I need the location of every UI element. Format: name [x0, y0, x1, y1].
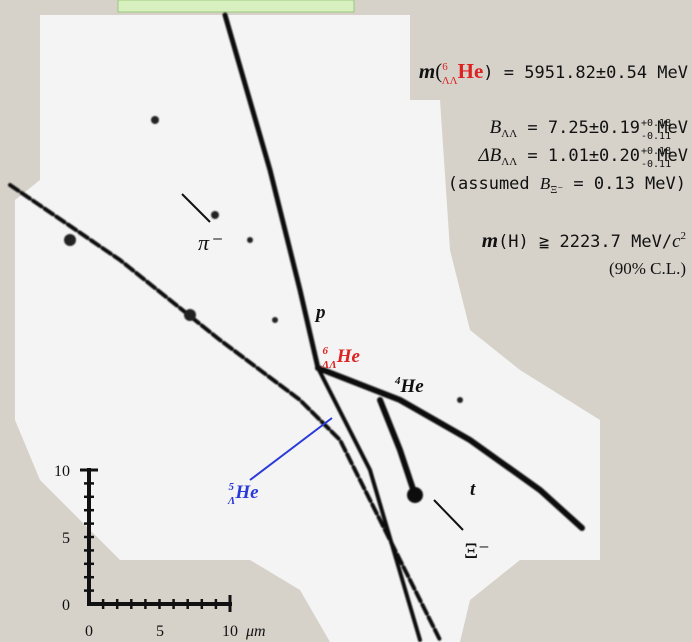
mass-result: m(6 ΛΛHe) = 5951.82±0.54 MeV	[419, 59, 688, 87]
pion-arrow	[181, 193, 211, 223]
helium4-triton-track	[315, 365, 585, 531]
triton-label: t	[470, 479, 476, 500]
xi-label: Ξ⁻	[464, 538, 490, 563]
text: (	[435, 59, 442, 83]
blob	[184, 309, 196, 321]
text: = 7.25±0.19	[517, 118, 640, 138]
text: (H) ≧ 2223.7 MeV/	[498, 232, 672, 252]
text: = 0.13 MeV)	[563, 174, 686, 194]
symbol: m	[482, 228, 498, 252]
sys-down: -0.11	[641, 159, 671, 170]
superscript: 4	[394, 375, 401, 387]
scale-label: 5	[156, 623, 164, 640]
pion-label: π⁻	[198, 230, 223, 255]
nucleus: He	[458, 59, 484, 83]
b-ll-result: BΛΛ = 7.25±0.19	[490, 117, 640, 140]
scale-unit: μm	[245, 623, 266, 640]
helium4-label: 4He	[394, 375, 424, 397]
proton-label: p	[314, 302, 326, 323]
symbol: B	[490, 117, 502, 138]
subscript: ΛΛ	[501, 156, 517, 168]
nucleus: He	[234, 482, 259, 503]
hyper5-arrow	[249, 417, 333, 481]
scale-ticks	[84, 482, 218, 609]
subscript: ΛΛ	[442, 75, 458, 87]
symbol: B	[540, 174, 551, 193]
blob	[457, 397, 463, 403]
superscript: 2	[681, 230, 687, 242]
superscript: 5	[229, 481, 235, 493]
track-continuation	[316, 366, 422, 642]
xi-arrow	[433, 499, 464, 531]
unit: MeV	[657, 118, 688, 138]
xi-blob	[407, 487, 423, 503]
sys-down: -0.11	[641, 131, 671, 142]
proton-track	[222, 12, 321, 371]
sys-up: +0.18	[641, 118, 671, 129]
scale-label: 5	[62, 530, 70, 547]
double-hyper-label: 6 ΛΛHe	[321, 345, 360, 371]
assumed-note: (assumed BΞ⁻ = 0.13 MeV)	[448, 174, 686, 196]
symbol: c	[672, 231, 681, 252]
unit: MeV	[657, 146, 688, 166]
pion-track	[8, 183, 442, 642]
h-mass-limit: m(H) ≧ 2223.7 MeV/c2	[482, 228, 686, 252]
delta-b-ll-result: ΔBΛΛ = 1.01±0.20	[477, 145, 640, 168]
scale-label: 10	[54, 463, 70, 480]
blob	[64, 234, 76, 246]
blob	[272, 317, 278, 323]
blob	[247, 237, 253, 243]
text: ) = 5951.82±0.54 MeV	[483, 63, 688, 83]
symbol: m	[419, 59, 435, 83]
subscript: ΛΛ	[321, 359, 337, 371]
superscript: 6	[323, 345, 329, 357]
tracks	[8, 12, 585, 642]
scale-label: 10	[222, 623, 238, 640]
xi-track	[377, 397, 418, 498]
symbol: ΔB	[477, 145, 501, 166]
subscript: Ξ⁻	[550, 184, 563, 196]
superscript: 6	[442, 61, 448, 73]
blob	[151, 116, 159, 124]
nucleus: He	[336, 346, 361, 367]
scale-bar	[80, 468, 232, 612]
subscript: ΛΛ	[501, 128, 517, 140]
scale-label: 0	[85, 623, 93, 640]
subscript: Λ	[227, 495, 235, 507]
nucleus: He	[400, 376, 425, 397]
text: = 1.01±0.20	[517, 146, 640, 166]
sys-up: +0.18	[641, 146, 671, 157]
hyper5-label: 5 ΛHe	[227, 481, 259, 507]
confidence-level: (90% C.L.)	[609, 259, 686, 278]
text: (assumed	[448, 174, 540, 194]
header-box	[117, 0, 355, 13]
blob	[211, 211, 219, 219]
scale-label: 0	[62, 597, 70, 614]
